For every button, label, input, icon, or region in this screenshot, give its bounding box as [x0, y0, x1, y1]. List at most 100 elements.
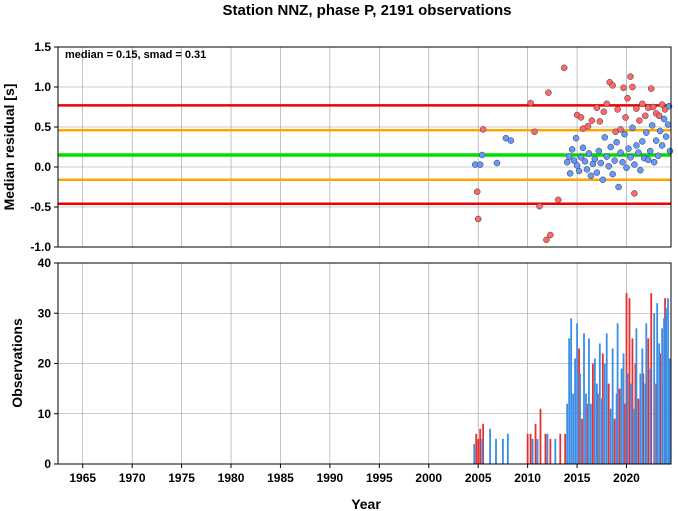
residual-point — [633, 105, 640, 112]
residual-point — [583, 166, 591, 173]
residual-point — [656, 127, 664, 135]
residual-point — [478, 151, 486, 159]
residual-point — [596, 118, 604, 125]
residual-point — [507, 137, 515, 144]
residual-point — [601, 134, 609, 141]
residual-point — [585, 150, 593, 157]
observations-x-ticks: 1965 1970 1975 1980 1985 1990 1995 2000 2005 2010… — [69, 464, 640, 485]
residual-point — [597, 159, 605, 167]
observation-bar — [659, 353, 662, 464]
observation-bar — [658, 343, 661, 464]
observation-bar — [566, 403, 569, 464]
observation-bar — [649, 368, 652, 464]
residual-point — [639, 138, 646, 145]
observation-bar — [591, 363, 594, 464]
observation-bar — [668, 358, 671, 464]
residual-point — [635, 149, 642, 156]
residual-point — [636, 117, 643, 124]
residual-point — [577, 154, 585, 161]
observation-bar — [634, 363, 637, 464]
residual-point — [603, 153, 610, 160]
residual-point — [609, 170, 616, 178]
residual-point — [625, 145, 632, 152]
observation-bar — [607, 383, 610, 464]
observation-bar — [579, 373, 581, 464]
observation-bar — [572, 393, 575, 464]
x-tick-label: 2015 — [564, 471, 591, 485]
residual-point — [560, 64, 568, 72]
x-tick-label: 2010 — [514, 471, 541, 485]
observation-bar — [639, 373, 642, 464]
residual-point — [587, 172, 595, 180]
x-tick-label: 1990 — [317, 471, 344, 485]
observation-bar — [665, 308, 667, 464]
observation-bar — [482, 423, 485, 464]
residual-point — [647, 85, 655, 92]
residual-point — [473, 188, 481, 196]
residual-point — [547, 231, 554, 239]
observation-bar — [620, 368, 623, 464]
observation-bar — [635, 328, 638, 464]
residual-point — [629, 124, 636, 132]
observation-bar — [642, 373, 645, 464]
observation-bar — [531, 438, 534, 464]
residual-point — [646, 147, 654, 155]
observation-bar — [479, 428, 482, 464]
residual-point — [633, 142, 640, 149]
residual-point — [581, 158, 589, 165]
residual-point — [666, 147, 674, 155]
residual-point — [600, 108, 608, 116]
observations-panel: 0 10 20 30 40 1965 1970 1975 1980 1985 1990 1995 20… — [9, 256, 672, 511]
residual-point — [579, 144, 587, 152]
observation-bar — [536, 438, 539, 464]
residual-y-tick-label: -0.5 — [30, 200, 51, 214]
observation-bar — [653, 313, 656, 464]
observation-bar — [502, 438, 504, 464]
residual-point — [658, 142, 666, 149]
observation-bar — [623, 403, 626, 464]
residual-point — [631, 161, 638, 168]
residual-point — [527, 99, 534, 107]
x-tick-label: 2020 — [613, 471, 640, 485]
observation-bar — [544, 433, 547, 464]
residual-point — [577, 114, 585, 121]
residual-y-tick-label: 1.0 — [34, 80, 51, 94]
residual-grid — [58, 46, 671, 248]
observation-bar — [590, 403, 592, 464]
residual-point — [565, 153, 573, 160]
observation-bar — [633, 408, 636, 464]
residual-point — [614, 106, 621, 113]
x-tick-label: 1985 — [267, 471, 294, 485]
observation-bar — [564, 433, 567, 464]
observation-bar — [529, 433, 532, 464]
observation-bar — [625, 293, 628, 464]
residual-point — [599, 176, 607, 184]
observation-bar — [473, 443, 476, 464]
residual-point — [620, 84, 627, 92]
residual-point — [493, 159, 501, 167]
observation-bar — [628, 298, 631, 464]
observation-bar — [600, 398, 603, 464]
residual-point — [660, 115, 668, 123]
observation-bar — [570, 318, 573, 464]
x-tick-label: 1995 — [366, 471, 393, 485]
observation-bar — [586, 403, 588, 464]
residual-point — [595, 147, 603, 155]
observation-bar — [549, 438, 552, 464]
observation-bar — [611, 348, 614, 464]
residual-point — [607, 143, 614, 151]
residual-point — [536, 202, 543, 210]
residual-point — [658, 101, 666, 108]
observation-bar — [647, 338, 650, 464]
residual-panel: -1.0 -0.5 0.0 0.5 1.0 1.5 median = 0.15, smad… — [1, 40, 674, 254]
observation-bar — [539, 408, 542, 464]
residual-point — [570, 157, 578, 164]
observation-bar — [613, 418, 616, 464]
residual-point — [617, 126, 624, 133]
residual-y-tick-label: 0.0 — [34, 160, 51, 174]
x-tick-label: 2005 — [465, 471, 492, 485]
observation-bar — [481, 438, 484, 464]
observation-bar — [576, 323, 578, 464]
observation-bar — [477, 438, 480, 464]
